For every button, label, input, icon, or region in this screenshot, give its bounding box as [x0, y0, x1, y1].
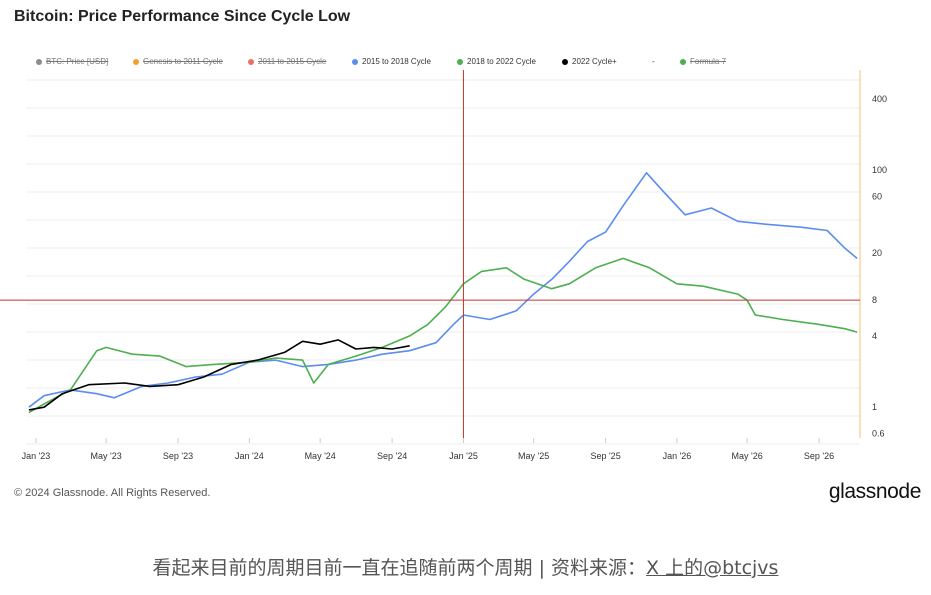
series-line-2018-to-2022-cycle [28, 257, 858, 414]
legend-item-genesis-2011[interactable]: Genesis to 2011 Cycle [133, 57, 223, 66]
legend-label: 2022 Cycle+ [572, 57, 617, 66]
y-tick-label: 0.6 [872, 429, 885, 439]
series-line-2022-cycle- [28, 339, 410, 411]
x-tick-label: Sep '23 [163, 451, 193, 461]
caption: 看起来目前的周期目前一直在追随前两个周期 | 资料来源：X 上的@btcjvs [0, 553, 931, 580]
x-tick-label: Jan '23 [22, 451, 51, 461]
source-link[interactable]: X 上的@btcjvs [646, 557, 779, 579]
x-tick-label: May '24 [305, 451, 336, 461]
legend-item-2015-2018[interactable]: 2015 to 2018 Cycle [352, 57, 431, 66]
caption-text: 看起来目前的周期目前一直在追随前两个周期 | 资料来源： [152, 557, 647, 579]
x-tick-label: Jan '25 [449, 451, 478, 461]
x-tick-label: Jan '26 [663, 451, 692, 461]
x-tick-label: May '26 [732, 451, 763, 461]
legend-item-dash[interactable]: - [652, 57, 655, 66]
legend-item-formula-7[interactable]: Formula 7 [680, 57, 726, 66]
legend-label: Genesis to 2011 Cycle [143, 57, 223, 66]
copyright-text: © 2024 Glassnode. All Rights Reserved. [14, 487, 211, 499]
y-tick-label: 100 [872, 165, 887, 175]
legend-label: BTC: Price [USD] [46, 57, 109, 66]
legend-label: 2015 to 2018 Cycle [362, 57, 431, 66]
x-tick-label: Jan '24 [235, 451, 264, 461]
line-chart[interactable]: Jan '23 May '23 Sep '23 Jan '24 May '24 Sep '… [0, 0, 931, 470]
legend-dot-icon [133, 58, 139, 65]
chart-title: Bitcoin: Price Performance Since Cycle L… [14, 8, 351, 25]
legend-item-2022-cycle[interactable]: 2022 Cycle+ [562, 57, 617, 66]
y-tick-label: 60 [872, 191, 882, 201]
x-tick-label: Sep '26 [804, 451, 834, 461]
legend-label: 2018 to 2022 Cycle [467, 57, 536, 66]
legend-dot-icon [352, 58, 358, 65]
legend-dot-icon [680, 58, 686, 65]
series-line-2015-to-2018-cycle [28, 172, 858, 408]
legend-label: Formula 7 [690, 57, 727, 66]
glassnode-logo: glassnode [828, 480, 922, 503]
legend-item-2018-2022[interactable]: 2018 to 2022 Cycle [457, 57, 536, 66]
legend-label: - [652, 57, 655, 66]
x-tick-label: Sep '25 [590, 451, 620, 461]
x-tick-label: Sep '24 [377, 451, 407, 461]
legend-label: 2011 to 2015 Cycle [258, 57, 327, 66]
y-tick-label: 400 [872, 94, 887, 104]
legend-item-btc-price[interactable]: BTC: Price [USD] [36, 57, 108, 66]
legend-item-2011-2015[interactable]: 2011 to 2015 Cycle [248, 57, 326, 66]
y-tick-label: 1 [872, 402, 877, 412]
y-tick-label: 4 [872, 331, 877, 341]
legend-dot-icon [457, 58, 463, 65]
y-tick-label: 8 [872, 295, 877, 305]
legend-dot-icon [562, 58, 568, 65]
legend-dot-icon [36, 58, 42, 65]
y-tick-label: 20 [872, 248, 882, 258]
x-tick-label: May '25 [518, 451, 549, 461]
legend-dot-icon [248, 58, 254, 65]
x-tick-label: May '23 [91, 451, 122, 461]
